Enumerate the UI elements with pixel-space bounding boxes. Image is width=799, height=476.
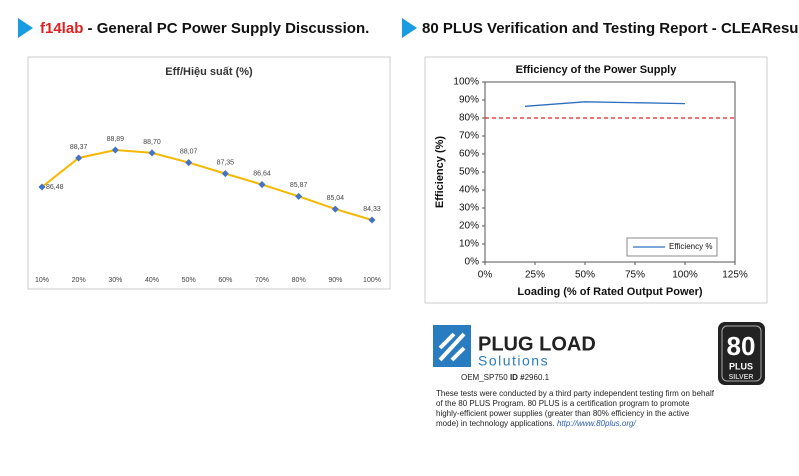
logo-sub: Solutions bbox=[478, 353, 549, 369]
panel bbox=[27, 56, 391, 290]
marker bbox=[111, 146, 119, 154]
logo-mark bbox=[438, 332, 466, 362]
y-tick-label: 60% bbox=[459, 149, 479, 160]
description-line: mode) in technology applications. http:/… bbox=[436, 419, 636, 428]
marker bbox=[368, 216, 376, 224]
y-tick-label: 20% bbox=[459, 221, 479, 232]
legend bbox=[626, 237, 718, 257]
text: highly-efficient power supplies (greater… bbox=[436, 409, 690, 418]
text: mode) in technology applications. bbox=[436, 419, 555, 428]
y-tick-label: 10% bbox=[459, 239, 479, 250]
url: http://www.80plus.org/ bbox=[557, 419, 636, 428]
badge-number: 80 bbox=[727, 331, 756, 361]
model: OEM_SP750 ID #2960.1 bbox=[461, 373, 550, 382]
data-label: 88,70 bbox=[143, 139, 161, 146]
id-label: ID # bbox=[510, 373, 525, 382]
text: These tests were conducted by a third pa… bbox=[436, 389, 715, 398]
x-tick-label: 50% bbox=[182, 277, 196, 284]
description-line: These tests were conducted by a third pa… bbox=[436, 389, 715, 398]
x-tick-label: 80% bbox=[292, 277, 306, 284]
legend-label: Efficiency % bbox=[669, 242, 712, 251]
bullet bbox=[402, 18, 417, 38]
x-axis-label: Loading (% of Rated Output Power) bbox=[517, 286, 702, 298]
id: 2960.1 bbox=[525, 373, 550, 382]
y-tick-label: 70% bbox=[459, 131, 479, 142]
badge-border bbox=[721, 325, 762, 382]
description-line: of the 80 PLUS Program. 80 PLUS is a cer… bbox=[436, 399, 690, 408]
line bbox=[524, 101, 686, 107]
badge bbox=[718, 322, 765, 385]
badge-plus: PLUS bbox=[729, 361, 753, 371]
y-axis-label: Efficiency (%) bbox=[434, 136, 446, 208]
data-label: 88,37 bbox=[70, 144, 88, 151]
marker bbox=[148, 149, 156, 157]
x-tick-label: 25% bbox=[525, 270, 545, 281]
header-title: 80 PLUS Verification and Testing Report … bbox=[422, 20, 799, 37]
y-tick-label: 100% bbox=[453, 77, 479, 88]
marker bbox=[38, 183, 46, 191]
x-tick-label: 50% bbox=[575, 270, 595, 281]
header-title: - General PC Power Supply Discussion. bbox=[83, 20, 369, 37]
marker bbox=[331, 205, 339, 213]
x-tick-label: 20% bbox=[72, 277, 86, 284]
x-tick-label: 70% bbox=[255, 277, 269, 284]
text: of the 80 PLUS Program. 80 PLUS is a cer… bbox=[436, 399, 690, 408]
y-tick-label: 40% bbox=[459, 185, 479, 196]
marker bbox=[258, 181, 266, 189]
x-tick-label: 90% bbox=[328, 277, 342, 284]
x-tick-label: 0% bbox=[478, 270, 493, 281]
data-label: 84,33 bbox=[363, 206, 381, 213]
x-tick-label: 10% bbox=[35, 277, 49, 284]
x-tick-label: 40% bbox=[145, 277, 159, 284]
x-tick-label: 30% bbox=[108, 277, 122, 284]
x-tick-label: 75% bbox=[625, 270, 645, 281]
x-tick-label: 100% bbox=[363, 277, 381, 284]
y-tick-label: 80% bbox=[459, 113, 479, 124]
header-left: f14lab - General PC Power Supply Discuss… bbox=[40, 20, 369, 37]
data-label: 87,35 bbox=[217, 159, 235, 166]
y-tick-label: 50% bbox=[459, 167, 479, 178]
chart-title: Efficiency of the Power Supply bbox=[516, 64, 678, 76]
marker bbox=[75, 154, 83, 162]
y-tick-label: 30% bbox=[459, 203, 479, 214]
data-label: 88,07 bbox=[180, 148, 198, 155]
data-label: 88,89 bbox=[107, 136, 125, 143]
data-label: 85,04 bbox=[327, 195, 345, 202]
x-tick-label: 100% bbox=[672, 270, 698, 281]
logo-name: PLUG LOAD bbox=[478, 333, 596, 355]
line bbox=[41, 148, 373, 221]
description: These tests were conducted by a third pa… bbox=[436, 389, 715, 428]
y-tick-label: 90% bbox=[459, 95, 479, 106]
chart-title: Eff/Hiệu suất (%) bbox=[165, 66, 253, 78]
model-name: OEM_SP750 bbox=[461, 373, 508, 382]
marker bbox=[295, 192, 303, 200]
description-line: highly-efficient power supplies (greater… bbox=[436, 409, 690, 418]
bullet bbox=[18, 18, 33, 38]
x-tick-label: 125% bbox=[722, 270, 748, 281]
data-label: 85,87 bbox=[290, 182, 308, 189]
badge-level: SILVER bbox=[729, 374, 754, 381]
data-label: 86,64 bbox=[253, 170, 271, 177]
marker bbox=[185, 159, 193, 167]
data-label: 86,48 bbox=[46, 184, 64, 191]
marker bbox=[221, 170, 229, 178]
y-tick-label: 0% bbox=[465, 257, 480, 268]
brand: f14lab bbox=[40, 20, 83, 37]
x-tick-label: 60% bbox=[218, 277, 232, 284]
